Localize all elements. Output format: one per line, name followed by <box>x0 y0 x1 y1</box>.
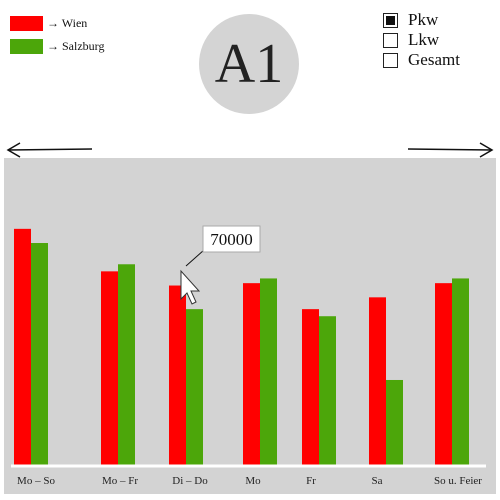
x-tick-label: So u. Feier <box>434 475 482 487</box>
route-badge: A1 <box>199 14 299 114</box>
x-tick-label: Mo <box>245 475 261 487</box>
bar-wien-0[interactable] <box>14 228 31 465</box>
tooltip-box <box>202 225 261 253</box>
option-pkw[interactable]: Pkw <box>383 10 438 30</box>
bar-wien-4[interactable] <box>302 309 319 465</box>
arrow-left-icon[interactable] <box>6 138 94 162</box>
legend-swatch-salzburg <box>10 39 43 54</box>
x-tick-label: Mo – So <box>17 475 55 487</box>
tooltip-value: 70000 <box>210 230 253 249</box>
cursor-pointer-icon <box>180 269 201 305</box>
bar-salzburg-2[interactable] <box>186 309 203 465</box>
value-tooltip: 70000 <box>185 225 261 267</box>
bar-wien-6[interactable] <box>435 283 452 465</box>
option-lkw-checkbox[interactable] <box>383 32 398 48</box>
bar-chart: Mo – So Mo – Fr Di – Do Mo Fr Sa So u. Feier 7… <box>4 158 496 494</box>
legend-label-salzburg: → Salzburg <box>47 39 105 53</box>
bar-wien-2[interactable] <box>169 285 186 465</box>
bar-salzburg-5[interactable] <box>386 379 403 465</box>
legend-swatch-wien <box>10 16 43 31</box>
bar-wien-1[interactable] <box>101 271 118 465</box>
x-tick-label: Fr <box>306 475 316 487</box>
x-tick-label: Di – Do <box>172 475 208 487</box>
option-gesamt[interactable]: Gesamt <box>383 50 460 70</box>
option-pkw-label: Pkw <box>408 10 439 29</box>
bar-salzburg-3[interactable] <box>260 278 277 465</box>
bars-group <box>14 228 469 465</box>
bar-salzburg-1[interactable] <box>118 264 135 465</box>
x-tick-labels: Mo – So Mo – Fr Di – Do Mo Fr Sa So u. Feier <box>17 475 482 487</box>
option-lkw[interactable]: Lkw <box>383 30 439 50</box>
legend-item-wien: → Wien <box>10 16 87 31</box>
legend-label-wien: → Wien <box>47 16 88 30</box>
legend-item-salzburg: → Salzburg <box>10 39 104 54</box>
option-gesamt-label: Gesamt <box>408 50 460 69</box>
option-pkw-checkbox[interactable] <box>383 12 398 28</box>
tooltip-leader-line <box>185 249 205 267</box>
x-tick-label: Sa <box>372 475 383 487</box>
option-gesamt-checkbox[interactable] <box>383 52 398 68</box>
option-lkw-label: Lkw <box>408 30 440 49</box>
bar-salzburg-4[interactable] <box>319 316 336 465</box>
bar-wien-3[interactable] <box>243 283 260 465</box>
x-tick-label: Mo – Fr <box>102 475 138 487</box>
bar-salzburg-0[interactable] <box>31 243 48 465</box>
arrow-right-icon[interactable] <box>406 138 494 162</box>
bar-wien-5[interactable] <box>369 297 386 465</box>
bar-salzburg-6[interactable] <box>452 278 469 465</box>
